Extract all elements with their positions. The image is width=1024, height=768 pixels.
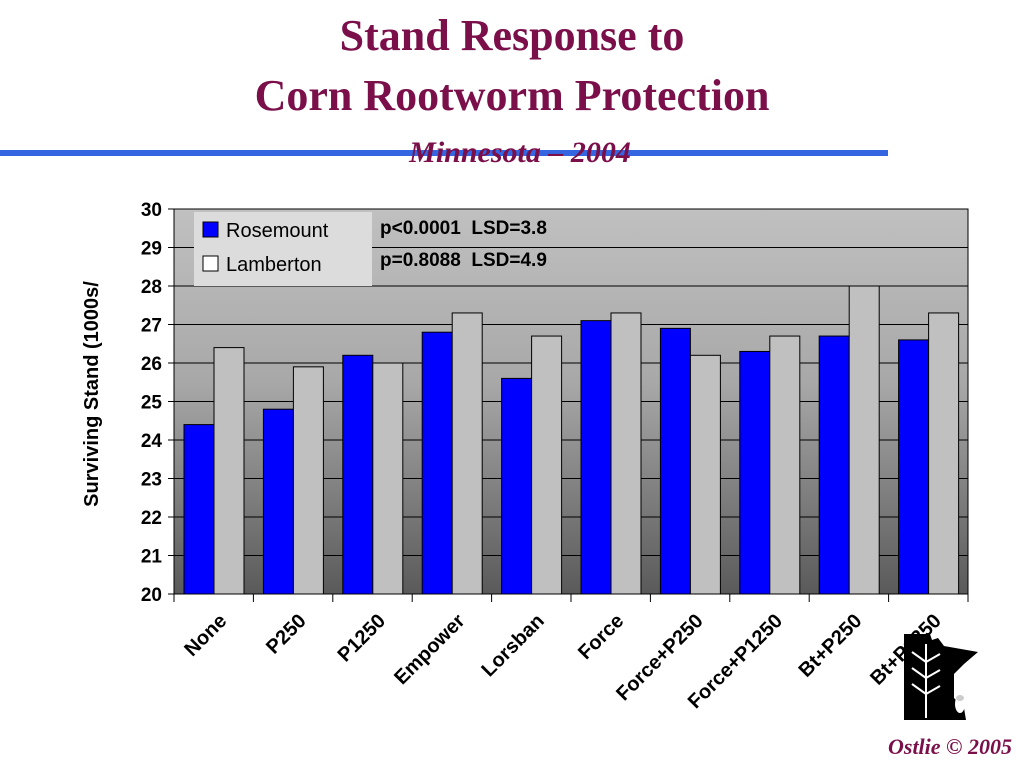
y-tick-label: 28 — [141, 277, 162, 298]
bar-rosemount-p250 — [262, 408, 294, 595]
bar-lamberton-empower — [451, 312, 483, 595]
x-tick-label: P1250 — [334, 610, 390, 666]
x-tick-label: None — [180, 610, 231, 661]
legend-swatch-lamberton — [202, 255, 219, 272]
legend-box — [194, 212, 372, 286]
bar-lamberton-none — [213, 347, 245, 595]
slide-title-line1: Stand Response to — [339, 11, 685, 60]
y-tick-label: 29 — [141, 239, 162, 260]
stats-annotation: p=0.8088 LSD=4.9 — [380, 250, 547, 271]
y-tick-label: 26 — [141, 354, 162, 375]
bar-rosemount-bt-plus-p250 — [818, 335, 850, 595]
bar-rosemount-bt-plus-p1250 — [898, 339, 930, 595]
y-axis-label: Surviving Stand (1000s/ — [81, 281, 103, 507]
y-tick-label: 25 — [141, 393, 163, 414]
slide-subtitle: Minnesota – 2004 — [409, 136, 631, 169]
bar-rosemount-force-plus-p250 — [659, 327, 691, 595]
y-tick-label: 21 — [141, 547, 163, 568]
bar-lamberton-force-plus-p250 — [689, 354, 721, 595]
stats-annotation: p<0.0001 LSD=3.8 — [380, 218, 547, 239]
y-tick-label: 20 — [141, 585, 162, 606]
y-tick-label: 23 — [141, 470, 162, 491]
bar-lamberton-bt-plus-p250 — [848, 285, 880, 595]
copyright-credit: Ostlie © 2005 — [888, 734, 1012, 759]
x-tick-label: Bt+P250 — [795, 610, 867, 682]
y-tick-label: 30 — [141, 200, 162, 221]
y-tick-label: 22 — [141, 508, 162, 529]
bar-rosemount-force-plus-p1250 — [739, 350, 771, 595]
y-tick-label: 24 — [141, 431, 163, 452]
title-divider — [0, 150, 888, 156]
bar-rosemount-lorsban — [501, 377, 533, 595]
legend-swatch-rosemount — [202, 221, 219, 238]
y-tick-label: 27 — [141, 316, 162, 337]
legend-label-lamberton: Lamberton — [226, 254, 322, 276]
slide-title-line2: Corn Rootworm Protection — [254, 71, 770, 120]
bar-lamberton-bt-plus-p1250 — [928, 312, 960, 595]
x-tick-label: Empower — [390, 610, 469, 689]
legend-label-rosemount: Rosemount — [226, 220, 329, 242]
bar-rosemount-force — [580, 320, 612, 595]
bar-lamberton-force-plus-p1250 — [769, 335, 801, 595]
x-tick-label: P250 — [262, 610, 311, 659]
x-tick-label: Force — [574, 610, 628, 664]
minnesota-map-icon — [904, 634, 978, 720]
bar-lamberton-force — [610, 312, 642, 595]
bar-rosemount-none — [183, 424, 215, 595]
bar-lamberton-lorsban — [531, 335, 563, 595]
bar-lamberton-p1250 — [372, 362, 404, 595]
bar-lamberton-p250 — [292, 366, 324, 595]
x-tick-label: Lorsban — [477, 610, 548, 681]
bar-rosemount-p1250 — [342, 354, 374, 595]
bar-rosemount-empower — [421, 331, 453, 595]
